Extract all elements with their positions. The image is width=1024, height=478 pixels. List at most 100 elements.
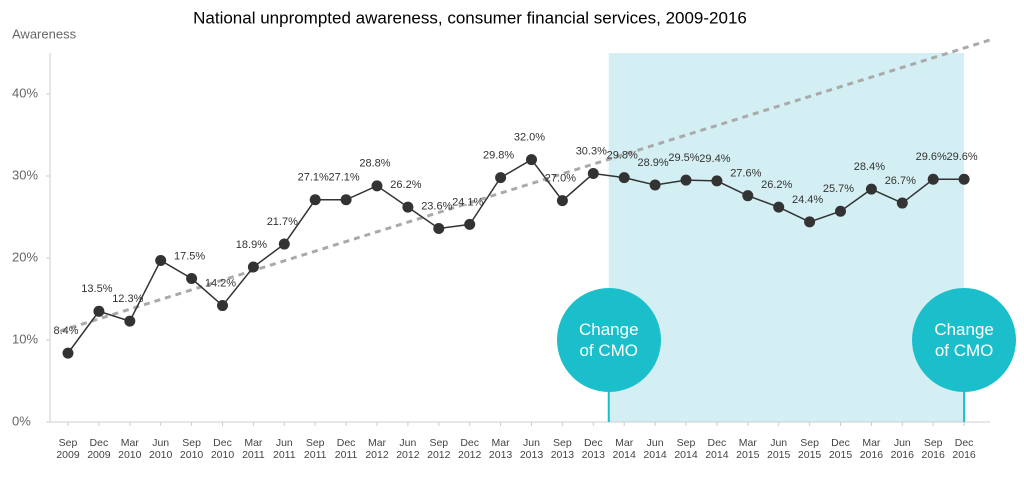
x-tick-label: Sep 2010 [179,437,204,461]
point [433,222,445,234]
point [62,347,74,359]
point [958,173,970,185]
data-label: 27.6% [730,168,761,180]
x-tick-label: Mar 2014 [612,437,636,461]
x-tick-label: Mar 2010 [118,437,142,461]
data-label: 24.1% [452,196,483,208]
x-tick-label: Mar 2013 [488,437,513,461]
point [773,201,785,213]
point [680,174,692,186]
point [742,190,754,202]
data-label: 18.9% [236,239,267,251]
point [186,273,198,284]
point [587,168,599,180]
data-label: 26.2% [390,179,421,191]
x-tick-label: Dec 2013 [581,437,605,461]
x-tick-label: Jun 2014 [643,437,667,461]
x-tick-label: Sep 2011 [303,437,327,461]
x-tick-label: Dec 2016 [952,437,976,461]
point [340,194,352,206]
data-label: 29.8% [607,150,638,162]
x-tick-label: Mar 2011 [242,437,265,461]
trend-line [59,38,991,333]
x-tick-label: Sep 2014 [674,437,698,461]
x-tick-label: Jun 2011 [273,437,296,461]
data-label: 21.7% [267,216,298,228]
x-tick-label: Sep 2016 [921,437,945,461]
x-tick-label: Dec 2009 [87,437,111,461]
x-tick-label: Mar 2016 [859,437,884,461]
y-tick-label: 40% [12,85,38,100]
y-tick-label: 20% [12,249,38,264]
point [526,154,537,166]
x-tick-label: Dec 2014 [705,437,729,461]
point [464,218,476,230]
x-tick-label: Mar 2015 [736,437,760,461]
data-label: 28.9% [637,157,668,169]
data-label: 28.4% [854,161,885,173]
x-tick-label: Jun 2015 [767,437,791,461]
point [896,197,908,209]
point [865,183,877,195]
y-tick-label: 30% [12,167,38,182]
point [217,300,228,312]
data-label: 27.1% [328,172,359,184]
y-tick-label: 10% [12,331,38,346]
point [247,261,259,273]
annotation-label: Change of CMO [578,320,639,360]
data-label: 27.1% [298,172,329,184]
x-tick-label: Sep 2013 [550,437,575,461]
data-label: 30.3% [576,145,607,157]
data-label: 28.8% [359,158,390,170]
point [495,172,507,184]
x-tick-label: Jun 2013 [519,437,544,461]
data-label: 29.5% [668,152,699,164]
x-tick-label: Dec 2010 [210,437,235,461]
annotation: Change of CMO [912,288,1017,392]
shaded-region [608,53,965,422]
data-label: 29.6% [916,151,947,163]
x-tick-label: Jun 2016 [890,437,914,461]
point [711,175,723,187]
data-label: 26.2% [761,179,792,191]
point [649,179,661,191]
point [804,216,816,228]
y-axis-label: Awareness [12,26,77,41]
point [402,201,414,213]
annotation-label: Change of CMO [934,320,994,360]
data-label: 25.7% [823,183,854,195]
x-tick-label: Jun 2012 [396,437,420,461]
point [371,180,383,192]
point [124,315,136,327]
y-tick-label: 0% [12,413,31,428]
data-label: 17.5% [174,250,205,262]
x-tick-label: Dec 2011 [334,437,358,461]
data-label: 14.2% [205,277,236,289]
point [927,173,939,185]
data-label: 27.0% [545,173,576,185]
x-tick-label: Dec 2015 [828,437,853,461]
chart-title: National unprompted awareness, consumer … [193,8,747,27]
x-tick-label: Sep 2012 [427,437,451,461]
data-label: 29.4% [699,153,730,165]
point [556,195,568,207]
data-label: 24.4% [792,194,823,206]
data-label: 29.6% [946,151,977,163]
point [155,254,167,266]
x-tick-label: Mar 2012 [365,437,389,461]
x-tick-label: Jun 2010 [149,437,173,461]
x-tick-label: Dec 2012 [458,437,482,461]
point [93,305,105,317]
data-label: 32.0% [514,132,545,144]
data-label: 23.6% [421,200,452,212]
annotation: Change of CMO [556,288,661,392]
point [309,194,321,206]
point [835,205,846,217]
data-label: 13.5% [81,283,112,295]
data-label: 29.8% [483,150,514,162]
x-tick-label: Sep 2009 [56,437,80,461]
point [618,172,630,184]
data-label: 12.3% [112,293,143,305]
